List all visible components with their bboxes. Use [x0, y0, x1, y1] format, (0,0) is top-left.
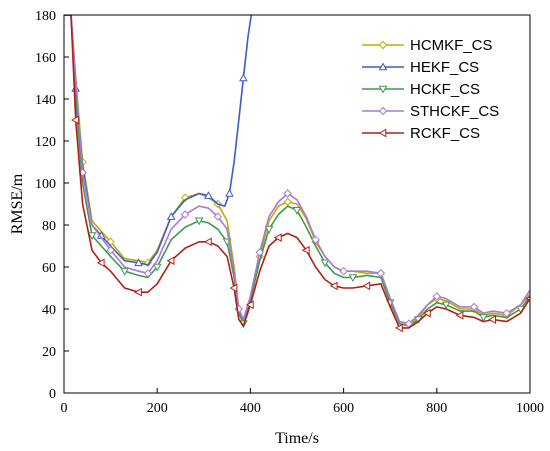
legend-marker [378, 40, 388, 50]
x-tick-label: 200 [147, 401, 168, 416]
y-tick-label: 0 [49, 387, 56, 402]
data-point-rckf-cs [422, 308, 431, 318]
y-tick-label: 40 [42, 303, 56, 318]
data-point-sthckf-cs [180, 210, 190, 219]
data-point-rckf-cs [301, 245, 310, 255]
data-point-hckf-cs [152, 263, 162, 272]
series-line-hckf-cs [64, 15, 530, 327]
data-point-hekf-cs [204, 191, 213, 199]
data-point-hckf-cs [264, 225, 274, 234]
legend-label: HCKF_CS [410, 81, 480, 98]
y-tick-label: 140 [35, 93, 56, 108]
y-tick-label: 60 [42, 261, 56, 276]
legend-item-hckf-cs: HCKF_CS [362, 81, 480, 98]
plot-area [64, 15, 530, 333]
data-point-sthckf-cs [432, 292, 442, 301]
data-point-rckf-cs [362, 281, 371, 291]
data-point-sthckf-cs [376, 269, 386, 278]
legend: HCMKF_CS HEKF_CS HCKF_CS STHCKF_CS RCKF_CS [362, 37, 499, 142]
data-point-hckf-cs [194, 217, 204, 226]
legend-label: STHCKF_CS [410, 103, 499, 120]
x-tick-label: 0 [61, 401, 68, 416]
x-axis: 0 200 400 600 800 1000 [61, 388, 544, 416]
data-point-rckf-cs [134, 287, 142, 297]
data-point-sthckf-cs [311, 235, 320, 244]
data-point-rckf-cs [166, 256, 175, 266]
data-point-rckf-cs [71, 115, 79, 125]
data-point-hekf-cs [134, 258, 143, 267]
y-tick-label: 20 [42, 345, 56, 360]
legend-item-hcmkf-cs: HCMKF_CS [362, 37, 493, 54]
x-tick-label: 800 [426, 401, 447, 416]
data-point-rckf-cs [455, 310, 464, 320]
data-point-sthckf-cs [469, 302, 479, 312]
x-axis-title: Time/s [275, 430, 319, 447]
data-point-hckf-cs [120, 267, 129, 276]
data-point-rckf-cs [273, 233, 282, 242]
data-point-sthckf-cs [143, 269, 153, 278]
x-tick-label: 1000 [516, 401, 544, 416]
y-axis: 0 20 40 60 80 100 120 140 160 180 [35, 9, 69, 402]
data-point-hckf-cs [320, 259, 330, 268]
data-point-rckf-cs [96, 258, 105, 268]
data-point-rckf-cs [394, 323, 403, 333]
plot-frame [63, 14, 531, 394]
series-line-hekf-cs [64, 15, 253, 266]
y-tick-label: 160 [35, 51, 56, 66]
series-hckf-cs [64, 15, 530, 329]
legend-marker [378, 128, 387, 138]
legend-item-hekf-cs: HEKF_CS [362, 59, 479, 76]
data-point-sthckf-cs [213, 212, 222, 221]
data-point-sthckf-cs [339, 266, 348, 276]
data-point-sthckf-cs [255, 248, 264, 257]
legend-marker [378, 106, 388, 116]
y-tick-label: 120 [35, 135, 56, 150]
data-point-hckf-cs [441, 301, 451, 310]
data-point-hcmkf-cs [283, 197, 292, 207]
data-point-hckf-cs [292, 207, 302, 215]
data-point-rckf-cs [203, 237, 212, 247]
series-rckf-cs [64, 15, 530, 333]
data-point-sthckf-cs [283, 189, 292, 198]
legend-marker [378, 85, 388, 94]
data-point-hekf-cs [239, 73, 248, 82]
data-point-hckf-cs [348, 274, 358, 283]
y-tick-label: 100 [35, 177, 56, 192]
data-point-hekf-cs [225, 188, 234, 197]
data-point-rckf-cs [245, 300, 254, 310]
data-point-hckf-cs [87, 232, 97, 241]
legend-item-rckf-cs: RCKF_CS [362, 125, 480, 142]
legend-marker [378, 62, 388, 71]
legend-item-sthckf-cs: STHCKF_CS [362, 103, 499, 120]
data-point-rckf-cs [329, 281, 338, 291]
x-tick-label: 400 [240, 401, 261, 416]
data-point-rckf-cs [488, 315, 497, 324]
data-point-hckf-cs [479, 314, 488, 322]
x-tick-label: 600 [333, 401, 354, 416]
data-point-rckf-cs [229, 283, 238, 293]
legend-label: HCMKF_CS [410, 37, 493, 54]
y-axis-title: RMSE/m [9, 173, 26, 234]
data-point-sthckf-cs [106, 245, 115, 255]
legend-label: HEKF_CS [410, 59, 479, 76]
series-hekf-cs [64, 15, 253, 267]
data-point-hekf-cs [166, 212, 176, 220]
y-tick-label: 180 [35, 9, 56, 24]
y-tick-label: 80 [42, 219, 56, 234]
legend-label: RCKF_CS [410, 125, 480, 142]
data-point-sthckf-cs [502, 308, 511, 318]
